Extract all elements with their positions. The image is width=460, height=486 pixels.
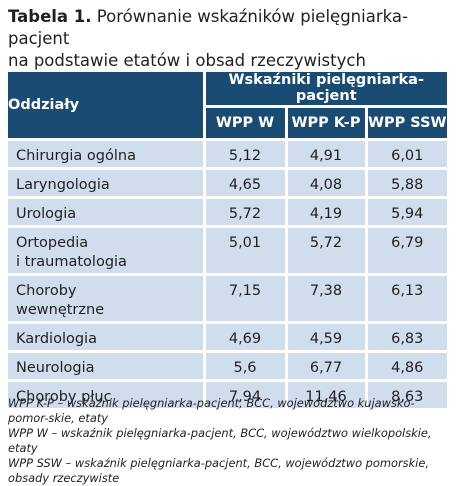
value-cell-wpp-w: 7,94 — [202, 379, 286, 408]
department-name-line: Urologia — [16, 206, 77, 222]
table-body: Chirurgia ogólna 5,12 4,91 6,01 Laryngologia… — [8, 138, 447, 408]
column-header-wpp-kp: WPP K-P — [284, 106, 366, 140]
value-cell-wpp-ssw: 8,63 — [364, 379, 447, 408]
value-cell-wpp-ssw: 6,79 — [364, 225, 447, 275]
value-cell-wpp-w: 7,15 — [202, 273, 286, 323]
department-name-cell: Chirurgia ogólna — [8, 138, 204, 169]
value-cell-wpp-w: 4,69 — [202, 321, 286, 352]
department-name-cell: Choroby wewnętrzne — [8, 273, 204, 323]
column-header-departments: Oddziały — [8, 72, 204, 140]
footnote-wpp-kp: WPP K-P – wskaźnik pielęgniarka-pacjent,… — [8, 396, 415, 425]
department-name-line: wewnętrzne — [16, 302, 105, 318]
department-name-cell: Ortopedia i traumatologia — [8, 225, 204, 275]
value-cell-wpp-ssw: 6,13 — [364, 273, 447, 323]
value-cell-wpp-kp: 4,59 — [284, 321, 366, 352]
department-name-line: Chirurgia ogólna — [16, 148, 136, 164]
department-name-line: Ortopedia — [16, 235, 89, 251]
table-row: Choroby wewnętrzne 7,15 7,38 6,13 — [8, 273, 447, 323]
value-cell-wpp-ssw: 5,88 — [364, 167, 447, 198]
footnote-wpp-ssw: WPP SSW – wskaźnik pielęgniarka-pacjent,… — [8, 456, 429, 485]
value-cell-wpp-w: 5,01 — [202, 225, 286, 275]
department-name-line: Choroby płuc — [16, 389, 112, 405]
value-cell-wpp-ssw: 6,01 — [364, 138, 447, 169]
value-cell-wpp-kp: 6,77 — [284, 350, 366, 381]
column-header-wpp-ssw: WPP SSW — [364, 106, 447, 140]
table-row: Neurologia 5,6 6,77 4,86 — [8, 350, 447, 381]
value-cell-wpp-ssw: 5,94 — [364, 196, 447, 227]
value-cell-wpp-w: 5,72 — [202, 196, 286, 227]
department-name-line: i traumatologia — [16, 254, 127, 270]
caption-label: Tabela 1. — [8, 7, 92, 26]
department-name-cell: Laryngologia — [8, 167, 204, 198]
department-name-line: Choroby — [16, 283, 77, 299]
value-cell-wpp-w: 4,65 — [202, 167, 286, 198]
table-caption: Tabela 1. Porównanie wskaźników pielęgni… — [8, 6, 458, 72]
department-name-line: Laryngologia — [16, 177, 110, 193]
value-cell-wpp-kp: 11,46 — [284, 379, 366, 408]
table-row: Choroby płuc 7,94 11,46 8,63 — [8, 379, 447, 408]
caption-line-1: Porównanie wskaźników pielęgniarka-pacje… — [8, 7, 408, 48]
table-row: Laryngologia 4,65 4,08 5,88 — [8, 167, 447, 198]
department-name-line: Kardiologia — [16, 331, 97, 347]
value-cell-wpp-kp: 4,19 — [284, 196, 366, 227]
department-name-cell: Urologia — [8, 196, 204, 227]
value-cell-wpp-kp: 7,38 — [284, 273, 366, 323]
value-cell-wpp-kp: 5,72 — [284, 225, 366, 275]
value-cell-wpp-w: 5,12 — [202, 138, 286, 169]
value-cell-wpp-ssw: 4,86 — [364, 350, 447, 381]
value-cell-wpp-ssw: 6,83 — [364, 321, 447, 352]
footnote-wpp-w: WPP W – wskaźnik pielęgniarka-pacjent, B… — [8, 426, 432, 455]
footnotes: WPP K-P – wskaźnik pielęgniarka-pacjent,… — [8, 396, 453, 486]
value-cell-wpp-w: 5,6 — [202, 350, 286, 381]
department-name-cell: Choroby płuc — [8, 379, 204, 408]
department-name-cell: Kardiologia — [8, 321, 204, 352]
table-row: Kardiologia 4,69 4,59 6,83 — [8, 321, 447, 352]
column-group-header-ratios: Wskaźniki pielęgniarka-pacjent — [202, 72, 447, 108]
caption-line-2: na podstawie etatów i obsad rzeczywistyc… — [8, 51, 366, 70]
ratio-table: Oddziały Wskaźniki pielęgniarka-pacjent … — [8, 72, 447, 408]
table-row: Chirurgia ogólna 5,12 4,91 6,01 — [8, 138, 447, 169]
table-row: Ortopedia i traumatologia 5,01 5,72 6,79 — [8, 225, 447, 275]
value-cell-wpp-kp: 4,91 — [284, 138, 366, 169]
department-name-line: Neurologia — [16, 360, 95, 376]
value-cell-wpp-kp: 4,08 — [284, 167, 366, 198]
table-row: Urologia 5,72 4,19 5,94 — [8, 196, 447, 227]
page: Tabela 1. Porównanie wskaźników pielęgni… — [8, 6, 458, 485]
department-name-cell: Neurologia — [8, 350, 204, 381]
column-header-wpp-w: WPP W — [202, 106, 286, 140]
